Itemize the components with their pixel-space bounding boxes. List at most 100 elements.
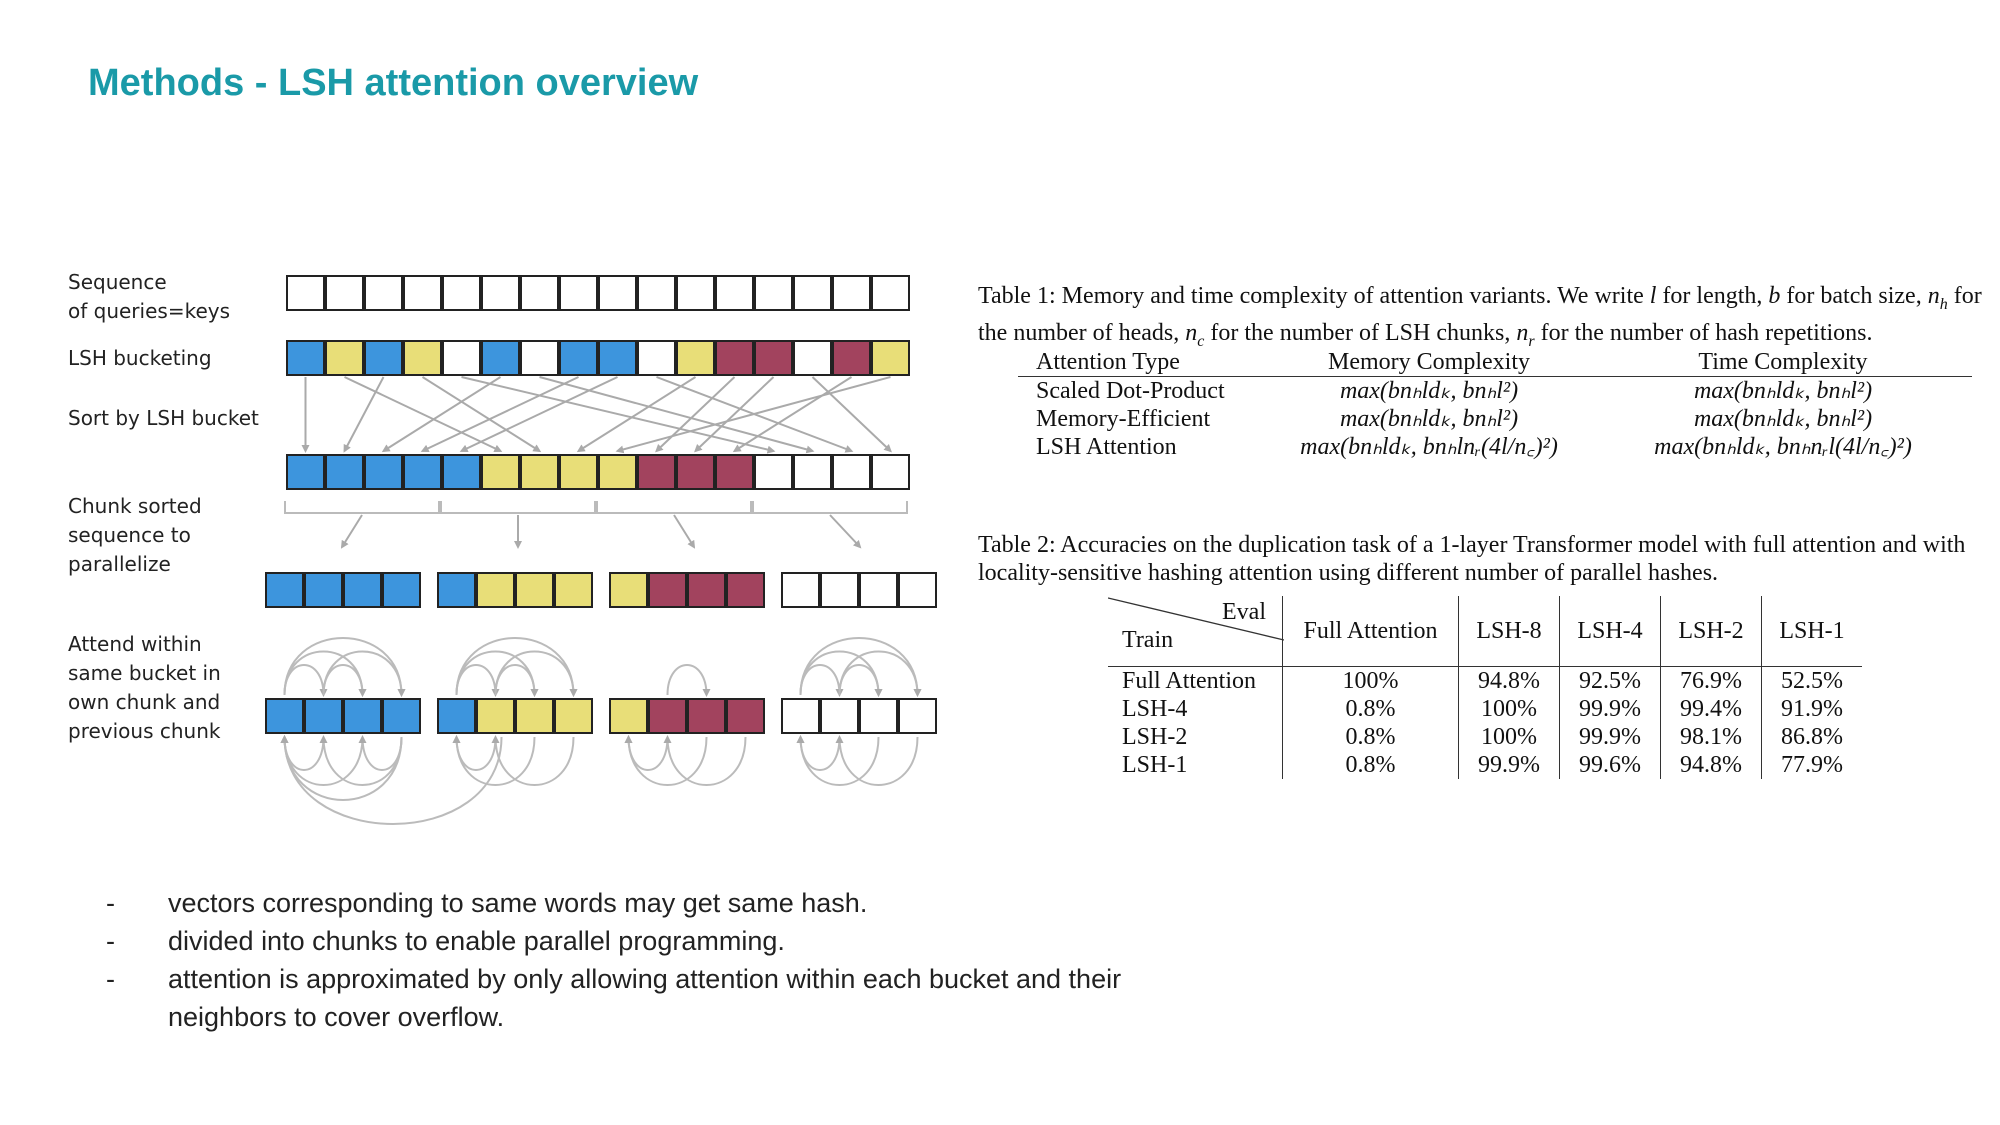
sequence-cell — [325, 275, 364, 311]
label-sort: Sort by LSH bucket — [68, 404, 259, 433]
attend-cell — [265, 698, 304, 734]
attention-arc — [455, 637, 578, 697]
chunk-arrow — [673, 514, 696, 549]
table2-cell: 98.1% — [1660, 723, 1762, 751]
chunk-cell — [687, 572, 726, 608]
table2-corner: Eval Train — [1108, 596, 1284, 667]
sort-arrow — [421, 376, 542, 453]
bullet-dash: - — [106, 888, 115, 918]
table1-cell: max(bnₕldₖ, bnₕl²) — [1693, 406, 1873, 432]
var-nh: n — [1927, 283, 1940, 309]
label-attend: Attend within same bucket in own chunk a… — [68, 630, 221, 746]
sort-arrow — [381, 376, 502, 453]
bucketed-cell — [481, 340, 520, 376]
sequence-cell — [559, 275, 598, 311]
table2-cell: 100% — [1458, 723, 1560, 751]
bullet-text: attention is approximated by only allowi… — [168, 964, 1122, 1032]
attention-arc-below — [796, 735, 880, 786]
table2-header: LSH-2 — [1660, 596, 1762, 667]
label-chunk: Chunk sorted sequence to parallelize — [68, 492, 202, 579]
attend-cell — [859, 698, 898, 734]
bucketed-cell — [442, 340, 481, 376]
sequence-cell — [403, 275, 442, 311]
table-row: Scaled Dot-Product max(bnₕldₖ, bnₕl²) ma… — [1018, 377, 1972, 406]
attend-cell — [648, 698, 687, 734]
lsh-diagram — [265, 275, 937, 825]
bucketed-cell — [676, 340, 715, 376]
chunk-bracket — [752, 501, 908, 514]
bucketed-cell — [832, 340, 871, 376]
table2-cell: 0.8% — [1282, 751, 1459, 779]
list-item: - vectors corresponding to same words ma… — [106, 884, 1188, 922]
list-item: - divided into chunks to enable parallel… — [106, 922, 1188, 960]
table-row: LSH-2 0.8% 100% 99.9% 98.1% 86.8% — [1108, 723, 1862, 751]
table2-header: LSH-8 — [1458, 596, 1560, 667]
sequence-cell — [364, 275, 403, 311]
var-nc-sub: c — [1197, 332, 1205, 350]
sorted-cell — [364, 454, 403, 490]
chunk-arrow — [829, 514, 862, 549]
sorted-cell — [832, 454, 871, 490]
sorted-cell — [715, 454, 754, 490]
table2: Eval Train Full Attention LSH-8 LSH-4 LS… — [1108, 596, 1862, 779]
chunk-cell — [304, 572, 343, 608]
table1: Attention Type Memory Complexity Time Co… — [1018, 348, 1972, 461]
table2-cell: 92.5% — [1559, 666, 1661, 695]
sort-arrow — [656, 376, 854, 453]
bucketed-cell — [598, 340, 637, 376]
table2-cell: 99.9% — [1559, 723, 1661, 751]
label-attend-text: Attend within same bucket in own chunk a… — [68, 632, 221, 743]
sequence-cell — [832, 275, 871, 311]
chunk-cell — [898, 572, 937, 608]
chunk-cell — [648, 572, 687, 608]
table1-cell: max(bnₕldₖ, bnₕnᵣl(4l/n꜀)²) — [1654, 434, 1912, 460]
table1-header: Time Complexity — [1698, 349, 1868, 375]
table1-header: Attention Type — [1036, 349, 1180, 375]
sort-arrow — [811, 376, 892, 453]
sequence-cell — [481, 275, 520, 311]
table-row: LSH-1 0.8% 99.9% 99.6% 94.8% 77.9% — [1108, 751, 1862, 779]
bucketed-cell — [364, 340, 403, 376]
bullet-dash: - — [106, 964, 115, 994]
attend-cell — [609, 698, 648, 734]
table2-header: Full Attention — [1282, 596, 1459, 667]
table2-cell: 86.8% — [1781, 724, 1843, 750]
sort-arrow — [732, 376, 853, 453]
sequence-cell — [637, 275, 676, 311]
table1-cell: Memory-Efficient — [1036, 406, 1211, 432]
sort-arrow — [539, 376, 815, 454]
sequence-cell — [520, 275, 559, 311]
table1-header-row: Attention Type Memory Complexity Time Co… — [1018, 348, 1972, 377]
sort-arrow — [576, 376, 697, 453]
chunk-cell — [343, 572, 382, 608]
attention-arc — [799, 637, 922, 697]
slide-title: Methods - LSH attention overview — [88, 62, 699, 104]
bucketed-cell — [403, 340, 442, 376]
table2-caption: Table 2: Accuracies on the duplication t… — [978, 532, 1966, 586]
bullet-text: divided into chunks to enable parallel p… — [168, 926, 785, 956]
chunk-cell — [382, 572, 421, 608]
attend-cell — [820, 698, 859, 734]
table-row: Full Attention 100% 94.8% 92.5% 76.9% 52… — [1108, 666, 1862, 695]
table2-cell: 91.9% — [1781, 696, 1843, 722]
table1-cell: max(bnₕldₖ, bnₕl²) — [1693, 378, 1873, 404]
list-item: - attention is approximated by only allo… — [106, 960, 1188, 1036]
sequence-cell — [676, 275, 715, 311]
diagonal-divider — [1108, 597, 1284, 641]
corner-train: Train — [1122, 627, 1174, 653]
chunk-bracket — [440, 501, 596, 514]
label-sequence: Sequence of queries=keys — [68, 268, 230, 326]
table2-header: LSH-4 — [1559, 596, 1661, 667]
sort-arrow — [459, 376, 618, 453]
table1-caption: Table 1: Memory and time complexity of a… — [978, 282, 1998, 356]
table1-caption-part-8: for the number of heads, — [978, 283, 1982, 346]
bullet-dash: - — [106, 926, 115, 956]
sorted-cell — [286, 454, 325, 490]
table-row: Memory-Efficient max(bnₕldₖ, bnₕl²) max(… — [1018, 405, 1972, 433]
chunk-cell — [726, 572, 765, 608]
var-b: b — [1768, 283, 1781, 309]
chunk-cell — [476, 572, 515, 608]
corner-eval: Eval — [1222, 599, 1266, 625]
attention-arc — [283, 637, 406, 697]
table1-cell: LSH Attention — [1036, 434, 1177, 460]
